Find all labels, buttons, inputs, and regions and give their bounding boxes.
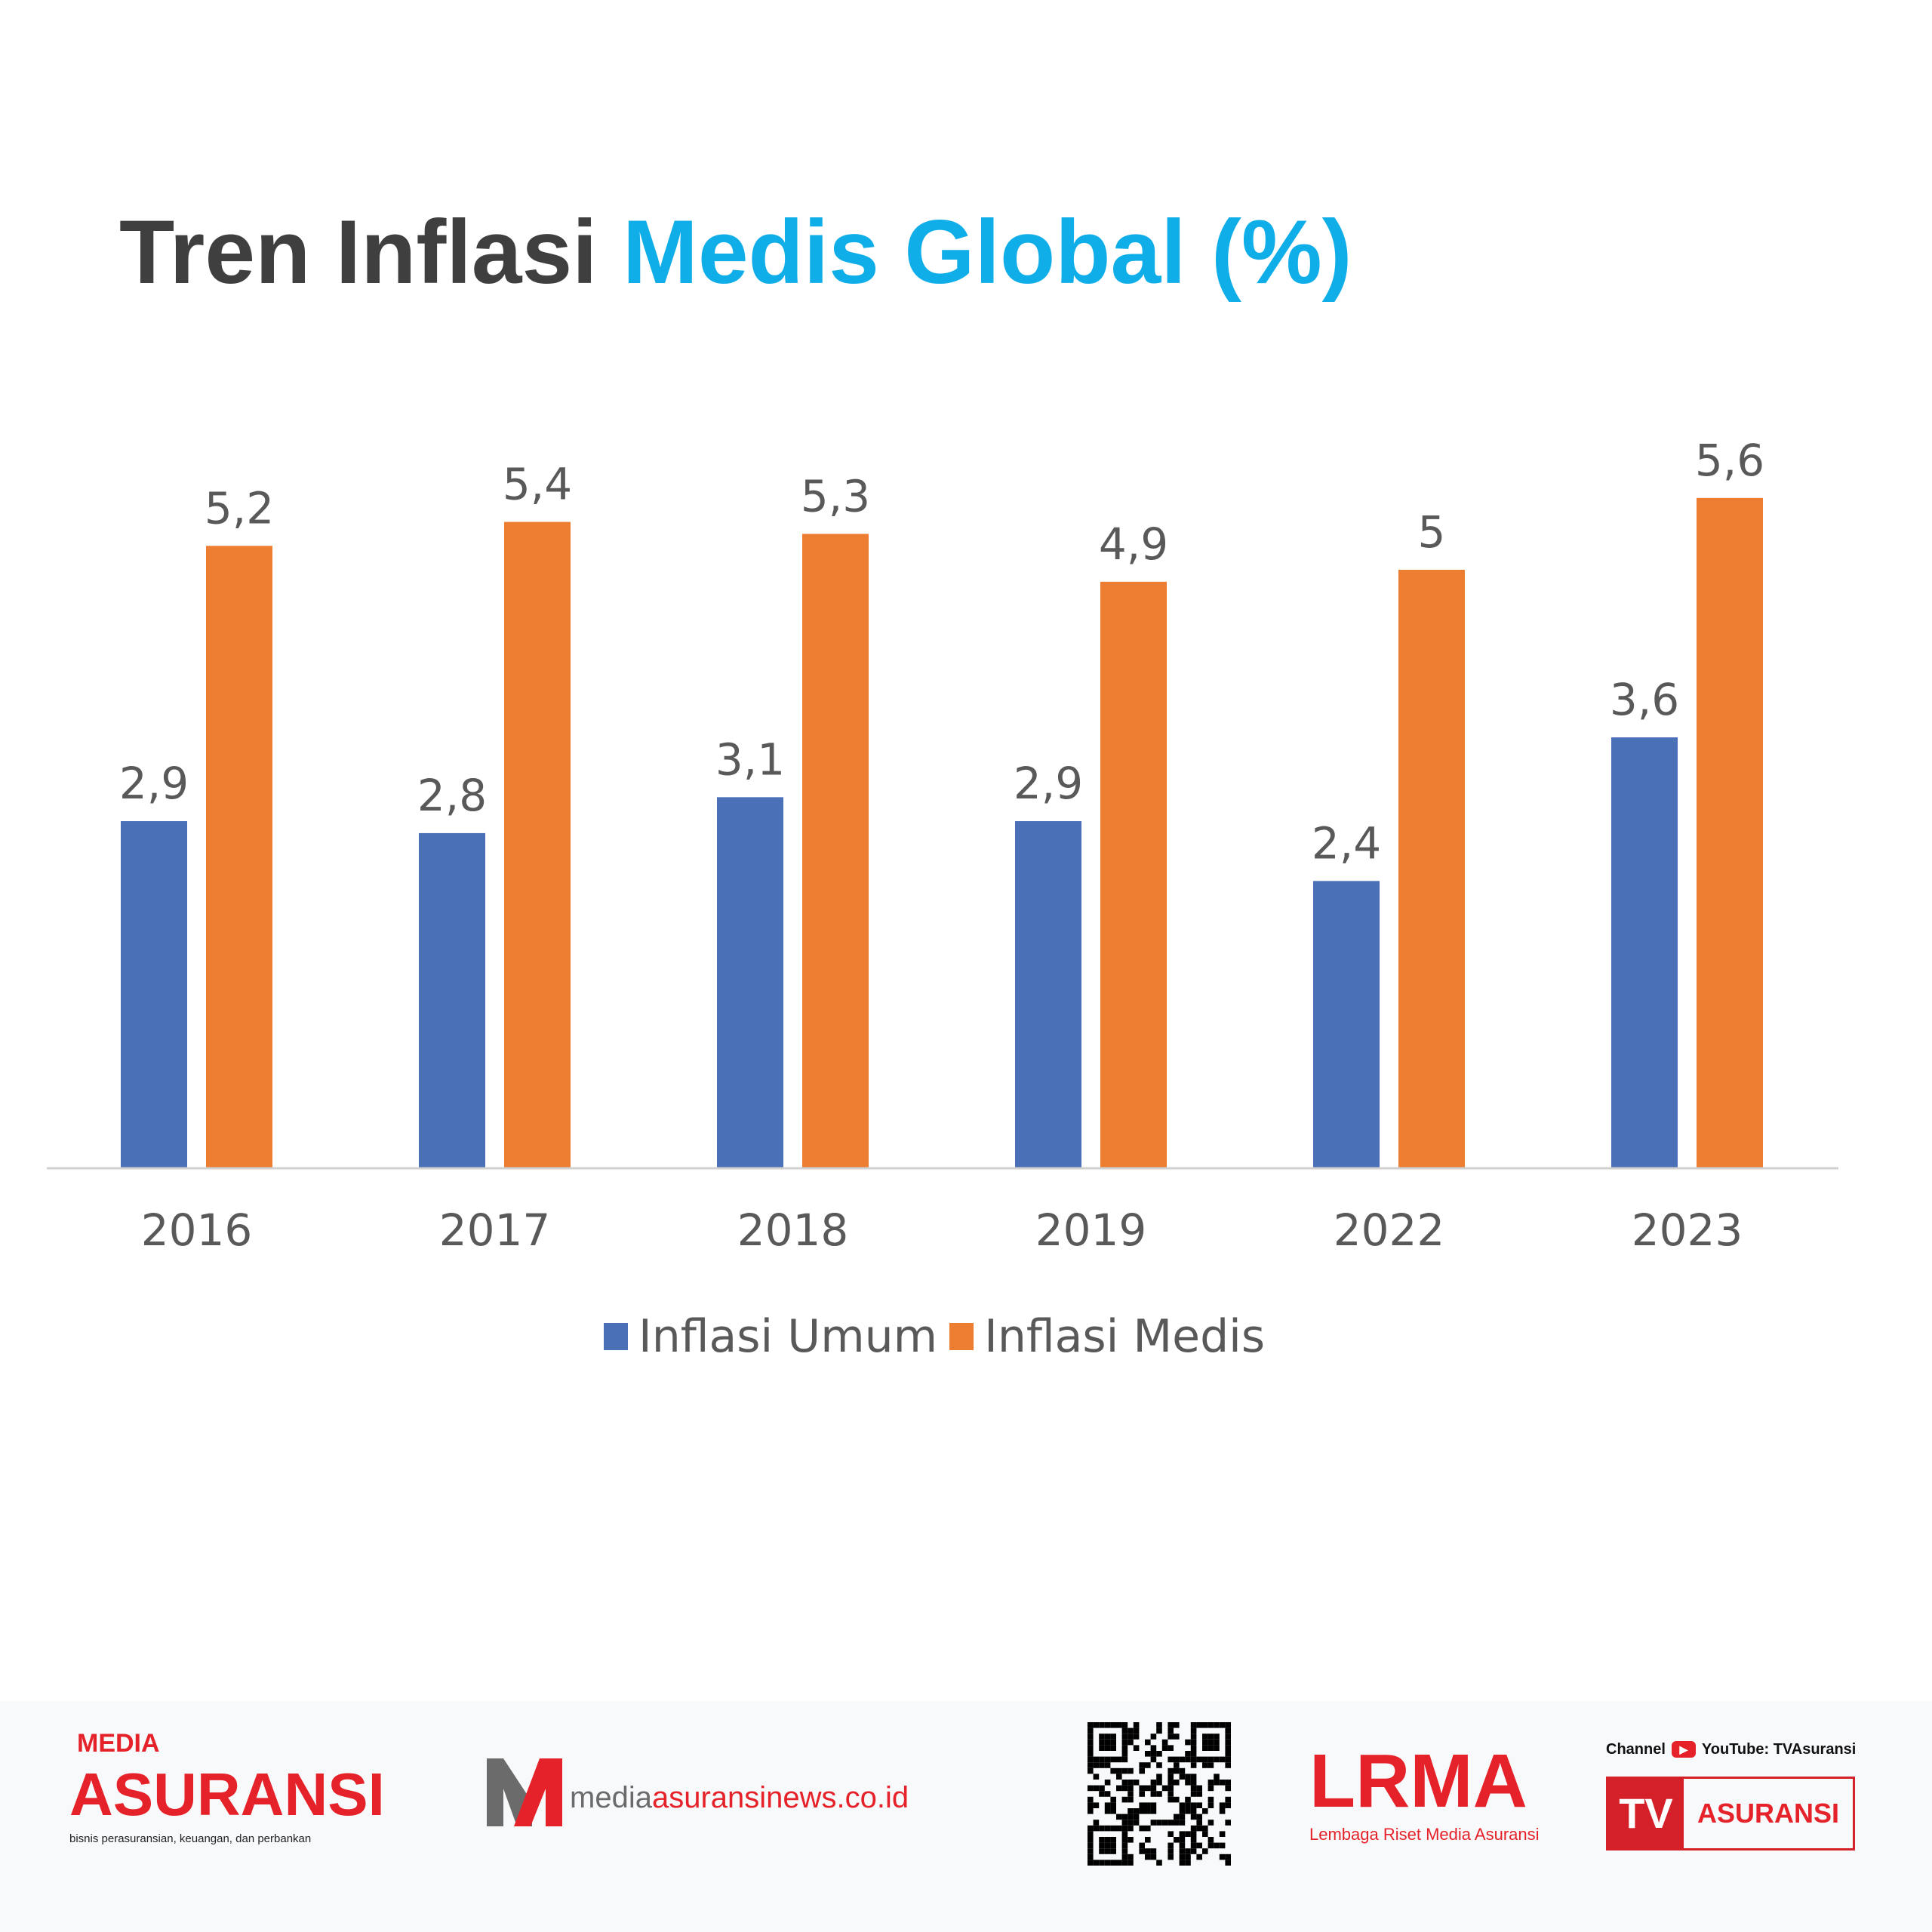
website-logo: mediaasuransinews.co.id xyxy=(487,1758,909,1826)
qr-code-icon xyxy=(1088,1722,1231,1866)
x-tick-label-2018: 2018 xyxy=(737,1204,849,1256)
media-asuransi-logo: MEDIA ASURANSI bisnis perasuransian, keu… xyxy=(69,1728,385,1847)
bar-umum-2016 xyxy=(121,821,187,1168)
data-label-umum-2018: 3,1 xyxy=(715,734,785,785)
bar-medis-2018 xyxy=(802,534,869,1168)
lrma-text: LRMA xyxy=(1309,1739,1527,1823)
m-logo-icon xyxy=(487,1758,562,1826)
title-part-dark: Tren Inflasi xyxy=(119,202,598,303)
bar-umum-2017 xyxy=(419,832,485,1168)
bar-umum-2023 xyxy=(1611,737,1678,1168)
logo-media-text: MEDIA xyxy=(77,1729,160,1758)
bar-medis-2019 xyxy=(1100,581,1167,1168)
data-label-umum-2023: 3,6 xyxy=(1610,674,1679,725)
lrma-subtitle: Lembaga Riset Media Asuransi xyxy=(1309,1825,1540,1844)
title-part-blue: Medis Global (%) xyxy=(622,202,1352,303)
legend-label-umum: Inflasi Umum xyxy=(638,1310,938,1363)
legend-swatch-umum xyxy=(604,1323,628,1350)
data-label-umum-2016: 2,9 xyxy=(119,758,189,809)
data-label-medis-2022: 5 xyxy=(1418,506,1446,558)
youtube-icon: ▶ xyxy=(1671,1741,1696,1758)
x-tick-label-2019: 2019 xyxy=(1035,1204,1147,1256)
bar-medis-2016 xyxy=(206,546,272,1168)
data-label-medis-2017: 5,4 xyxy=(503,459,572,510)
channel-text: Channel xyxy=(1606,1741,1666,1758)
data-label-umum-2019: 2,9 xyxy=(1014,758,1083,809)
bar-medis-2023 xyxy=(1697,497,1763,1168)
footer: MEDIA ASURANSI bisnis perasuransian, keu… xyxy=(0,1701,1932,1932)
data-label-medis-2019: 4,9 xyxy=(1099,518,1168,570)
x-tick-label-2022: 2022 xyxy=(1334,1204,1445,1256)
bar-chart: 2,9 5,2 2016 2,8 5,4 2017 3,1 5,3 2018 2,9 4,9 2019… xyxy=(47,435,1838,1256)
bar-umum-2022 xyxy=(1313,881,1380,1168)
x-tick-label-2017: 2017 xyxy=(439,1204,551,1256)
asuransi-text: ASURANSI xyxy=(1697,1798,1839,1829)
data-label-umum-2017: 2,8 xyxy=(417,770,487,821)
bar-medis-2017 xyxy=(504,521,571,1168)
chart-title: Tren Inflasi Medis Global (%) xyxy=(119,198,1352,306)
tv-asuransi-logo: Channel ▶ YouTube: TVAsuransi TV ASURANSI xyxy=(1606,1739,1856,1850)
x-tick-label-2016: 2016 xyxy=(141,1204,253,1256)
legend-label-medis: Inflasi Medis xyxy=(984,1310,1266,1363)
legend-swatch-medis xyxy=(949,1323,974,1350)
logo-tagline: bisnis perasuransian, keuangan, dan perb… xyxy=(69,1832,312,1845)
data-label-medis-2023: 5,6 xyxy=(1695,435,1764,486)
x-tick-label-2023: 2023 xyxy=(1632,1204,1743,1256)
data-label-umum-2022: 2,4 xyxy=(1312,817,1381,869)
tv-text: TV xyxy=(1608,1779,1684,1848)
legend: Inflasi Umum Inflasi Medis xyxy=(604,1309,1265,1364)
bar-medis-2022 xyxy=(1398,570,1465,1168)
bar-umum-2019 xyxy=(1015,821,1081,1168)
lrma-logo: LRMA Lembaga Riset Media Asuransi xyxy=(1309,1739,1540,1846)
youtube-text: YouTube: TVAsuransi xyxy=(1701,1741,1857,1758)
data-label-medis-2018: 5,3 xyxy=(801,470,870,521)
website-text-gray: media xyxy=(570,1781,652,1814)
bar-umum-2018 xyxy=(717,797,783,1168)
website-text-red: asuransinews.co.id xyxy=(651,1781,909,1814)
data-label-medis-2016: 5,2 xyxy=(205,482,274,534)
logo-asuransi-text: ASURANSI xyxy=(69,1761,385,1828)
